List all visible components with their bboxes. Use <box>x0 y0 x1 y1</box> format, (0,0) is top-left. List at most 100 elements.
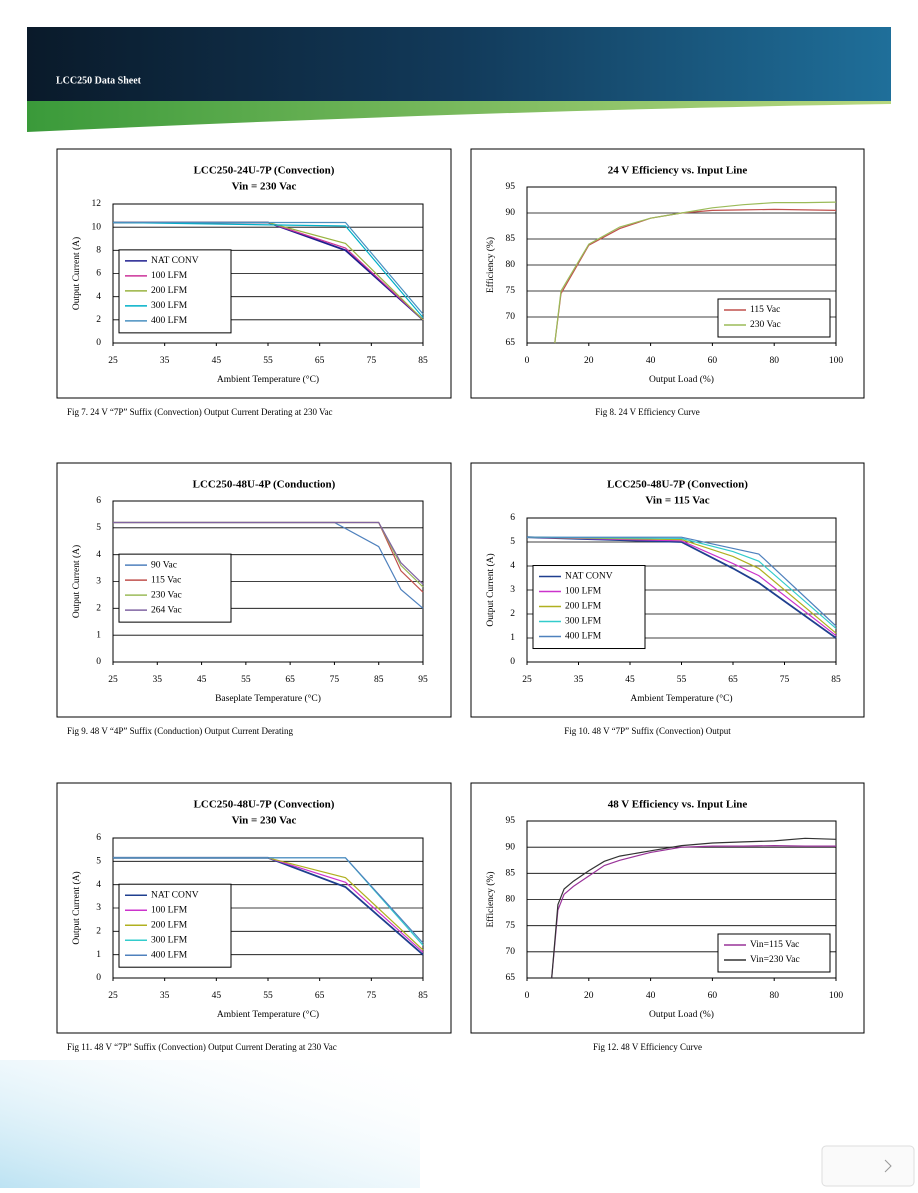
y-tick-label: 6 <box>96 496 101 506</box>
y-tick-label: 0 <box>510 657 515 667</box>
y-axis-label: Efficiency (%) <box>485 237 496 293</box>
x-tick-label: 40 <box>646 991 656 1001</box>
data-line <box>526 536 837 637</box>
x-tick-label: 95 <box>418 675 428 685</box>
y-tick-label: 6 <box>510 513 515 523</box>
legend-label: NAT CONV <box>565 572 613 582</box>
x-tick-label: 35 <box>574 675 584 685</box>
header-banner <box>27 27 891 101</box>
x-tick-label: 20 <box>584 991 594 1001</box>
y-tick-label: 4 <box>96 292 101 302</box>
x-tick-label: 45 <box>197 675 207 685</box>
chart-title: LCC250-24U-7P (Convection) <box>194 165 335 177</box>
data-line <box>113 857 424 944</box>
y-tick-label: 3 <box>96 903 101 913</box>
x-tick-label: 35 <box>160 356 170 366</box>
chart-subtitle: Vin = 230 Vac <box>232 181 297 193</box>
y-tick-label: 95 <box>506 182 516 192</box>
x-tick-label: 60 <box>708 991 718 1001</box>
x-tick-label: 20 <box>584 356 594 366</box>
y-tick-label: 65 <box>506 338 516 348</box>
chart-title: 24 V Efficiency vs. Input Line <box>608 165 748 177</box>
next-arrow[interactable] <box>884 1159 892 1173</box>
x-tick-label: 60 <box>708 356 718 366</box>
chart-title: 48 V Efficiency vs. Input Line <box>608 799 748 811</box>
plot-frame <box>526 820 837 979</box>
legend-label: 230 Vac <box>151 590 182 600</box>
legend-label: 200 LFM <box>151 920 188 930</box>
y-tick-label: 2 <box>96 604 101 614</box>
figure-caption: Fig 11. 48 V “7P” Suffix (Convection) Ou… <box>67 1042 337 1052</box>
x-tick-label: 80 <box>769 991 779 1001</box>
legend-label: 200 LFM <box>151 286 188 296</box>
y-tick-label: 90 <box>506 208 516 218</box>
x-axis-label: Ambient Temperature (°C) <box>217 1009 319 1020</box>
footer-decoration <box>0 1060 420 1188</box>
y-tick-label: 80 <box>506 895 516 905</box>
x-tick-label: 35 <box>160 991 170 1001</box>
figure-caption: Fig 7. 24 V “7P” Suffix (Convection) Out… <box>67 407 333 417</box>
x-tick-label: 75 <box>780 675 790 685</box>
y-tick-label: 1 <box>96 630 101 640</box>
data-line <box>113 521 424 585</box>
x-tick-label: 85 <box>374 675 384 685</box>
y-tick-label: 65 <box>506 973 516 983</box>
legend-label: Vin=230 Vac <box>750 955 800 965</box>
data-line <box>526 536 837 639</box>
y-tick-label: 70 <box>506 947 516 957</box>
chart: 24 V Efficiency vs. Input Line 65 70 75 80 85… <box>470 148 865 417</box>
x-tick-label: 0 <box>525 356 530 366</box>
legend-label: 300 LFM <box>151 301 188 311</box>
chart: 48 V Efficiency vs. Input Line 65 70 75 80 85… <box>470 782 865 1052</box>
plot-frame <box>112 837 424 979</box>
y-tick-label: 1 <box>510 633 515 643</box>
legend-label: 400 LFM <box>565 632 602 642</box>
x-tick-label: 75 <box>367 991 377 1001</box>
footer-nav[interactable] <box>821 1145 915 1187</box>
y-tick-label: 6 <box>96 269 101 279</box>
legend-label: 264 Vac <box>151 605 182 615</box>
legend-label: 115 Vac <box>151 575 181 585</box>
plot-frame <box>112 500 424 663</box>
x-tick-label: 25 <box>108 991 118 1001</box>
y-tick-label: 0 <box>96 338 101 348</box>
x-tick-label: 75 <box>367 356 377 366</box>
legend-box <box>717 298 831 338</box>
data-line <box>112 221 424 318</box>
plot-frame <box>112 203 424 344</box>
plot-frame <box>526 517 837 663</box>
y-tick-label: 75 <box>506 921 516 931</box>
chart-frame <box>470 782 865 1034</box>
legend-label: NAT CONV <box>151 256 199 266</box>
x-tick-label: 65 <box>285 675 295 685</box>
data-line <box>551 837 837 979</box>
figure-caption: Fig 10. 48 V “7P” Suffix (Convection) Ou… <box>564 726 731 736</box>
legend-label: NAT CONV <box>151 890 199 900</box>
legend-label: 200 LFM <box>565 602 602 612</box>
y-axis-label: Output Current (A) <box>485 553 496 626</box>
x-tick-label: 40 <box>646 356 656 366</box>
legend-box <box>717 933 831 973</box>
x-tick-label: 55 <box>263 991 273 1001</box>
y-tick-label: 2 <box>510 609 515 619</box>
legend-label: 100 LFM <box>151 905 188 915</box>
y-tick-label: 5 <box>96 523 101 533</box>
x-axis-label: Ambient Temperature (°C) <box>217 374 319 385</box>
figure-caption: Fig 9. 48 V “4P” Suffix (Conduction) Out… <box>67 726 293 736</box>
chart: LCC250-48U-7P (Convection) Vin = 230 Vac 0… <box>56 782 452 1052</box>
legend-label: 400 LFM <box>151 950 188 960</box>
data-line <box>551 844 836 979</box>
plot-frame <box>526 186 837 344</box>
x-tick-label: 65 <box>728 675 738 685</box>
legend-label: 90 Vac <box>151 560 177 570</box>
x-tick-label: 25 <box>522 675 532 685</box>
y-tick-label: 4 <box>510 561 515 571</box>
legend-label: 300 LFM <box>151 935 188 945</box>
y-tick-label: 90 <box>506 842 516 852</box>
data-line <box>113 221 424 315</box>
chart-subtitle: Vin = 230 Vac <box>232 815 297 827</box>
x-tick-label: 75 <box>330 675 340 685</box>
x-tick-label: 55 <box>677 675 687 685</box>
y-tick-label: 85 <box>506 234 516 244</box>
